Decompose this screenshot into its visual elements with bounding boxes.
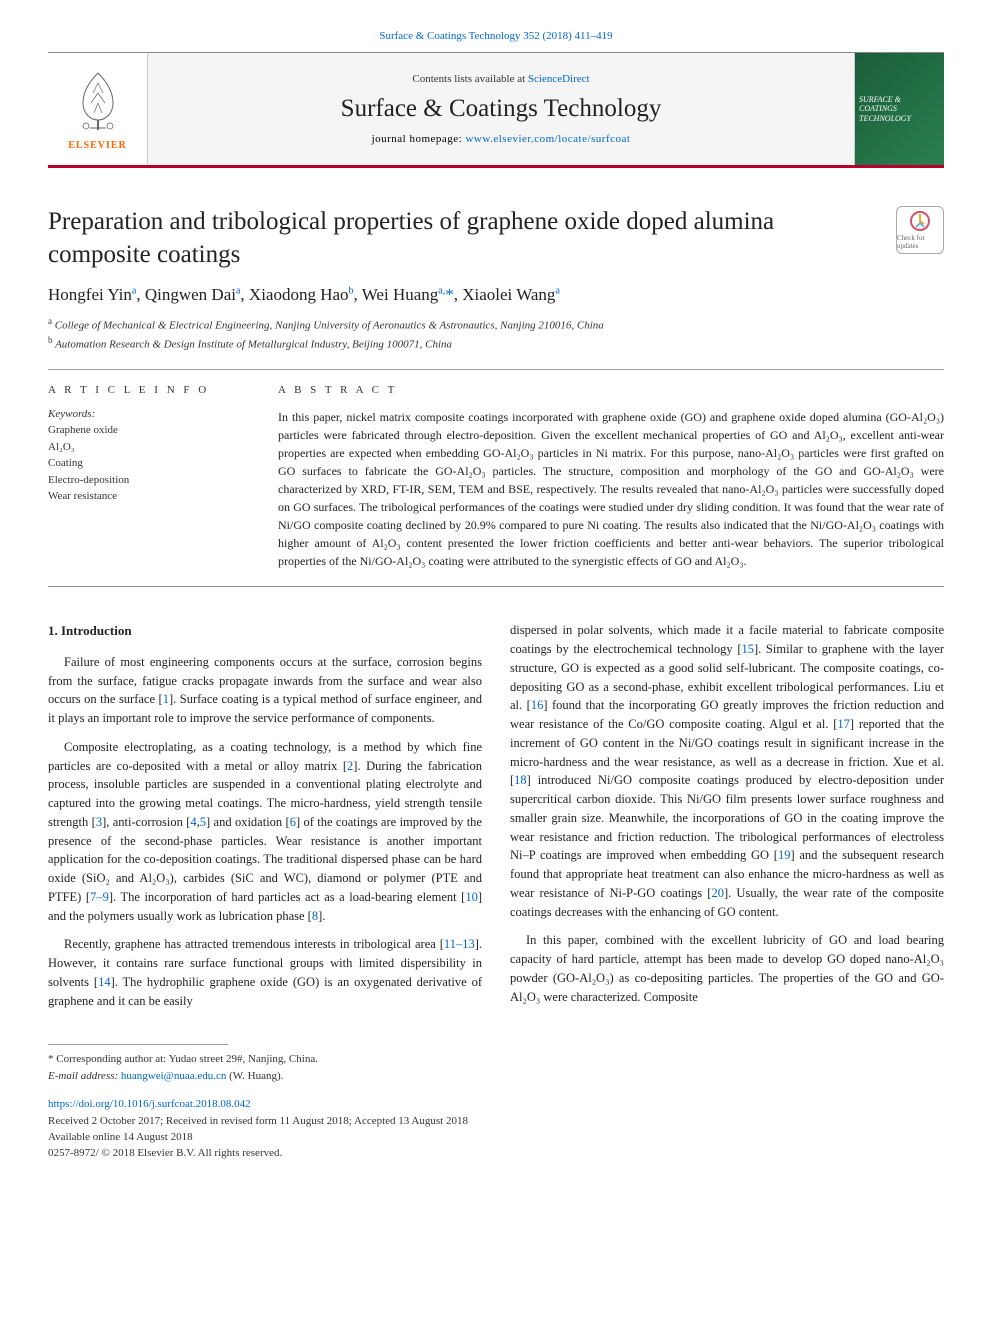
body-col-left: 1. Introduction Failure of most engineer…	[48, 621, 482, 1020]
keyword: Graphene oxide	[48, 422, 248, 439]
footer-separator	[48, 1044, 228, 1045]
homepage-line: journal homepage: www.elsevier.com/locat…	[372, 133, 631, 145]
available-line: Available online 14 August 2018	[48, 1130, 944, 1146]
body-col-right: dispersed in polar solvents, which made …	[510, 621, 944, 1020]
keywords-label: Keywords:	[48, 408, 248, 420]
body-para: Failure of most engineering components o…	[48, 653, 482, 728]
abstract-heading: A B S T R A C T	[278, 384, 944, 396]
received-line: Received 2 October 2017; Received in rev…	[48, 1114, 944, 1130]
abstract-text: In this paper, nickel matrix composite c…	[278, 408, 944, 570]
article-info: A R T I C L E I N F O Keywords: Graphene…	[48, 384, 248, 570]
divider-bottom	[48, 586, 944, 587]
keyword: Coating	[48, 455, 248, 472]
check-updates-icon	[909, 210, 931, 232]
elsevier-logo[interactable]: ELSEVIER	[48, 53, 148, 165]
journal-cover[interactable]: SURFACE & COATINGS TECHNOLOGY	[854, 53, 944, 165]
corr-line: * Corresponding author at: Yudao street …	[48, 1051, 944, 1068]
contents-prefix: Contents lists available at	[412, 73, 527, 85]
abstract: A B S T R A C T In this paper, nickel ma…	[278, 384, 944, 570]
doi-link[interactable]: https://doi.org/10.1016/j.surfcoat.2018.…	[48, 1098, 944, 1110]
email-suffix: (W. Huang).	[226, 1070, 283, 1082]
corresponding-author: * Corresponding author at: Yudao street …	[48, 1051, 944, 1084]
email-line: E-mail address: huangwei@nuaa.edu.cn (W.…	[48, 1068, 944, 1085]
keywords-list: Graphene oxide Al₂O₃ Coating Electro-dep…	[48, 422, 248, 505]
article-info-heading: A R T I C L E I N F O	[48, 384, 248, 396]
journal-header-center: Contents lists available at ScienceDirec…	[148, 53, 854, 165]
keyword: Wear resistance	[48, 488, 248, 505]
intro-heading: 1. Introduction	[48, 621, 482, 641]
affiliation-a: a College of Mechanical & Electrical Eng…	[48, 315, 944, 334]
journal-header: ELSEVIER Contents lists available at Sci…	[48, 52, 944, 168]
homepage-prefix: journal homepage:	[372, 133, 466, 145]
publication-info: Received 2 October 2017; Received in rev…	[48, 1114, 944, 1162]
body-para: Composite electroplating, as a coating t…	[48, 738, 482, 926]
email-label: E-mail address:	[48, 1070, 121, 1082]
email-link[interactable]: huangwei@nuaa.edu.cn	[121, 1070, 226, 1082]
authors: Hongfei Yina, Qingwen Daia, Xiaodong Hao…	[48, 285, 944, 305]
check-updates-label: Check for updates	[897, 234, 943, 250]
affiliations: a College of Mechanical & Electrical Eng…	[48, 315, 944, 353]
contents-line: Contents lists available at ScienceDirec…	[412, 73, 589, 85]
journal-cover-text: SURFACE & COATINGS TECHNOLOGY	[859, 95, 940, 124]
elsevier-label: ELSEVIER	[68, 140, 127, 151]
homepage-link[interactable]: www.elsevier.com/locate/surfcoat	[465, 133, 630, 145]
body-para: In this paper, combined with the excelle…	[510, 931, 944, 1006]
elsevier-tree-icon	[68, 68, 128, 138]
copyright-line: 0257-8972/ © 2018 Elsevier B.V. All righ…	[48, 1146, 944, 1162]
body-para: Recently, graphene has attracted tremend…	[48, 935, 482, 1010]
sciencedirect-link[interactable]: ScienceDirect	[528, 73, 590, 85]
issue-link-text[interactable]: Surface & Coatings Technology 352 (2018)…	[379, 30, 612, 42]
article-title: Preparation and tribological properties …	[48, 206, 880, 271]
journal-title: Surface & Coatings Technology	[341, 95, 662, 123]
keyword: Electro-deposition	[48, 472, 248, 489]
keyword: Al₂O₃	[48, 439, 248, 456]
check-updates-badge[interactable]: Check for updates	[896, 206, 944, 254]
journal-issue-link[interactable]: Surface & Coatings Technology 352 (2018)…	[48, 30, 944, 42]
divider-top	[48, 369, 944, 370]
affiliation-b: b Automation Research & Design Institute…	[48, 334, 944, 353]
body-para: dispersed in polar solvents, which made …	[510, 621, 944, 921]
body-columns: 1. Introduction Failure of most engineer…	[48, 621, 944, 1020]
